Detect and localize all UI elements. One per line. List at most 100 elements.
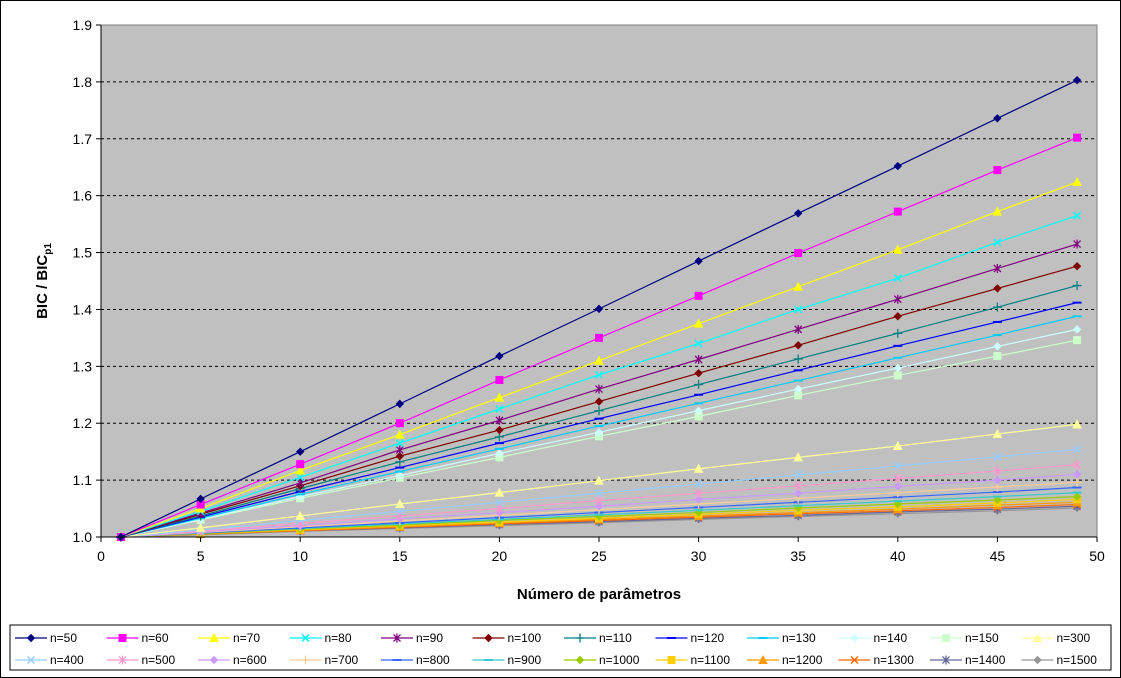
data-point (495, 415, 504, 425)
legend-item: n=1200 (747, 653, 823, 667)
data-point (594, 475, 604, 485)
data-point (1072, 419, 1082, 429)
data-point (395, 471, 405, 480)
data-point (893, 461, 902, 470)
data-point (694, 406, 703, 415)
legend-marker (1033, 655, 1042, 665)
legend-label: n=400 (50, 653, 84, 667)
legend-item: n=1300 (838, 653, 915, 667)
data-point (295, 510, 306, 520)
data-point (993, 452, 1002, 461)
data-point (693, 318, 704, 328)
legend-marker (942, 655, 950, 665)
series-n=300 (116, 419, 1082, 541)
x-tick-label: 50 (1089, 548, 1105, 564)
legend-label: n=60 (142, 631, 169, 645)
legend-marker (942, 634, 950, 642)
legend-marker (575, 633, 585, 643)
data-point (694, 368, 703, 378)
x-tick-label: 45 (990, 548, 1006, 564)
legend-item: n=1000 (564, 653, 640, 667)
legend-marker (393, 633, 401, 643)
data-point (993, 352, 1002, 361)
data-point (893, 207, 902, 216)
data-point (892, 244, 903, 254)
axes: 1.0 1.1 1.2 1.3 1.4 1.5 1.6 1.7 1.8 1.9 0 5 10 15 20 25… (73, 17, 1105, 564)
legend-item: n=1500 (1021, 653, 1097, 667)
data-point (794, 305, 803, 314)
data-point (693, 463, 704, 473)
x-tick-label: 0 (97, 548, 105, 564)
data-point (893, 328, 903, 338)
legend-label: n=1300 (874, 653, 915, 667)
data-point (1073, 336, 1082, 345)
y-tick-label: 1.3 (73, 358, 93, 374)
data-point (794, 481, 803, 491)
legend-label: n=300 (1057, 631, 1091, 645)
legend-item: n=1400 (930, 653, 1006, 667)
y-tick-label: 1.0 (73, 529, 93, 545)
legend-label: n=130 (782, 631, 816, 645)
data-point (893, 312, 903, 321)
legend-item: n=300 (1021, 631, 1091, 645)
legend-item: n=800 (381, 653, 450, 667)
data-point (793, 452, 804, 462)
data-point (993, 466, 1002, 476)
legend-marker (118, 634, 127, 642)
data-point (1072, 325, 1082, 334)
data-point (893, 161, 903, 171)
legend-label: n=1100 (691, 653, 731, 667)
data-point (1072, 75, 1082, 85)
data-point (594, 355, 604, 365)
legend-item: n=140 (838, 631, 908, 645)
y-tick-label: 1.7 (73, 131, 93, 147)
data-point (495, 404, 504, 414)
data-point (1072, 176, 1082, 187)
legend-label: n=50 (50, 631, 77, 645)
data-point (993, 238, 1002, 247)
data-point (1073, 445, 1082, 454)
y-tick-label: 1.6 (73, 188, 93, 204)
data-point (694, 480, 703, 489)
legend-box (9, 624, 1112, 671)
legend-label: n=600 (233, 653, 267, 667)
y-tick-label: 1.9 (73, 17, 93, 33)
data-point (993, 166, 1002, 175)
data-point (1072, 477, 1082, 487)
data-point (495, 351, 504, 361)
data-point (694, 495, 703, 504)
data-point (494, 392, 505, 402)
legend-label: n=1000 (599, 653, 640, 667)
x-axis-title: Número de parâmetros (517, 586, 681, 603)
data-point (295, 465, 306, 475)
legend-label: n=1400 (965, 653, 1006, 667)
y-axis-title-subscript: p1 (43, 243, 54, 255)
data-point (793, 341, 803, 350)
legend-item: n=60 (106, 631, 169, 645)
data-point (594, 502, 604, 511)
series-n=50 (116, 75, 1082, 542)
series-n=70 (116, 176, 1082, 541)
legend-item: n=900 (472, 653, 542, 667)
data-point (793, 354, 803, 364)
plot-area (100, 24, 1098, 538)
data-point (495, 449, 504, 458)
data-point (893, 482, 903, 491)
legend-item: n=700 (289, 653, 359, 667)
legend-marker (667, 656, 676, 664)
data-point (1073, 211, 1082, 220)
data-point (395, 439, 404, 448)
x-tick-label: 5 (197, 548, 205, 564)
data-point (793, 488, 803, 498)
data-point (893, 499, 903, 509)
x-tick-label: 20 (492, 548, 508, 564)
data-point (594, 489, 604, 498)
legend-label: n=1200 (782, 653, 823, 667)
data-point (394, 498, 405, 509)
legend-marker (301, 633, 310, 643)
x-tick-label: 30 (691, 548, 707, 564)
data-point (594, 304, 604, 314)
legend-marker (209, 632, 219, 642)
